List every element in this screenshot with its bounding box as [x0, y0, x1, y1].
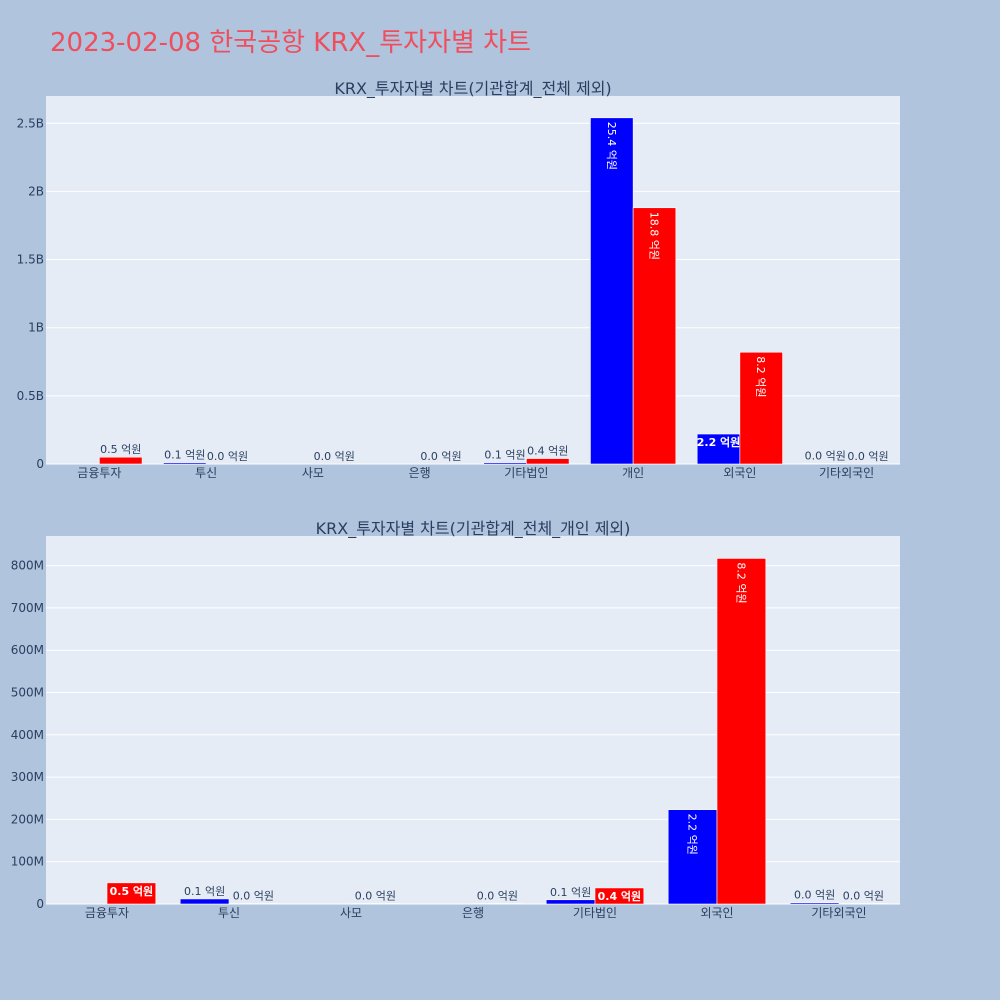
- bar-buy: [590, 117, 634, 465]
- bar-data-label: 0.0 억원: [207, 450, 248, 463]
- x-tick-label: 기타외국인: [819, 466, 874, 480]
- bar-data-label: 0.4 억원: [527, 445, 568, 458]
- x-tick-label: 개인: [622, 466, 644, 480]
- bar-data-label: 0.1 억원: [164, 449, 205, 462]
- chart-investor-all: 0 0.5B 1B 1.5B 2B 2.5B KRX_투자자별 차트(기관합계_전체 제외)…: [17, 79, 900, 480]
- plot-area: [46, 536, 900, 904]
- bar-data-label: 0.4 억원: [598, 889, 642, 903]
- y-tick-label: 100M: [11, 855, 44, 869]
- bar-data-label: 0.5 억원: [100, 443, 141, 456]
- bar-data-label: 0.0 억원: [233, 890, 274, 903]
- chart-title: KRX_투자자별 차트(기관합계_전체 제외): [334, 79, 611, 99]
- bar-buy: [696, 433, 741, 465]
- bar-sell: [99, 456, 143, 465]
- x-tick-label: 기타법인: [573, 906, 617, 920]
- bar-data-label: 2.2 억원: [697, 435, 741, 449]
- x-tick-label: 사모: [302, 466, 324, 480]
- x-tick-label: 금융투자: [85, 906, 129, 920]
- bar-data-label: 18.8 억원: [647, 212, 660, 260]
- bar-data-label: 8.2 억원: [734, 562, 747, 603]
- bar-data-label: 0.1 억원: [184, 885, 225, 898]
- bar-data-label: 2.2 억원: [686, 814, 699, 855]
- bar-data-label: 0.0 억원: [794, 889, 835, 902]
- bar-sell: [632, 207, 677, 465]
- y-tick-label: 700M: [11, 601, 44, 615]
- bar-data-label: 0.0 억원: [805, 450, 846, 463]
- bar-data-label: 0.1 억원: [484, 449, 525, 462]
- bar-data-label: 0.0 억원: [477, 890, 518, 903]
- x-tick-label: 투신: [218, 906, 240, 920]
- bar-data-label: 0.0 억원: [420, 450, 461, 463]
- bar-sell: [716, 558, 767, 905]
- y-tick-label: 2B: [28, 184, 44, 198]
- x-tick-label: 외국인: [700, 906, 733, 920]
- y-tick-label: 200M: [11, 812, 44, 826]
- x-tick-label: 사모: [340, 906, 362, 920]
- x-tick-label: 은행: [409, 465, 431, 480]
- bar-buy: [545, 899, 596, 905]
- chart-title: KRX_투자자별 차트(기관합계_전체_개인 제외): [316, 519, 631, 539]
- bar-sell: [526, 458, 570, 465]
- y-tick-label: 1B: [28, 321, 44, 335]
- bar-buy: [789, 902, 840, 905]
- y-tick-label: 800M: [11, 559, 44, 573]
- x-tick-label: 은행: [462, 905, 484, 920]
- y-tick-label: 2.5B: [17, 116, 44, 130]
- bar-sell: [106, 882, 157, 905]
- bar-data-label: 0.0 억원: [843, 890, 884, 903]
- bar-data-label: 25.4 억원: [605, 122, 618, 170]
- y-tick-label: 500M: [11, 686, 44, 700]
- bar-buy: [163, 462, 207, 465]
- y-tick-label: 0: [36, 457, 44, 471]
- x-tick-label: 기타법인: [504, 466, 548, 480]
- y-tick-label: 400M: [11, 728, 44, 742]
- bar-sell: [739, 351, 783, 465]
- x-tick-label: 기타외국인: [811, 906, 866, 920]
- bar-sell: [594, 887, 645, 905]
- bar-data-label: 0.5 억원: [110, 884, 154, 898]
- y-tick-label: 600M: [11, 643, 44, 657]
- x-tick-label: 외국인: [723, 466, 756, 480]
- x-tick-label: 투신: [195, 466, 217, 480]
- bar-data-label: 0.0 억원: [314, 450, 355, 463]
- y-tick-label: 300M: [11, 770, 44, 784]
- bar-data-label: 8.2 억원: [754, 356, 767, 397]
- y-tick-label: 0.5B: [17, 389, 44, 403]
- y-tick-label: 0: [36, 897, 44, 911]
- bar-data-label: 0.0 억원: [847, 450, 888, 463]
- bar-data-label: 0.1 억원: [550, 886, 591, 899]
- page-title: 2023-02-08 한국공항 KRX_투자자별 차트: [50, 28, 532, 58]
- bar-buy: [483, 462, 527, 465]
- y-tick-label: 1.5B: [17, 253, 44, 267]
- bar-data-label: 0.0 억원: [355, 890, 396, 903]
- bar-buy: [179, 898, 230, 905]
- bar-buy: [667, 809, 718, 905]
- x-tick-label: 금융투자: [77, 466, 121, 480]
- chart-investor-excl-individual: 0 100M 200M 300M 400M 500M 600M 700M 800M KRX_투자자…: [11, 519, 900, 920]
